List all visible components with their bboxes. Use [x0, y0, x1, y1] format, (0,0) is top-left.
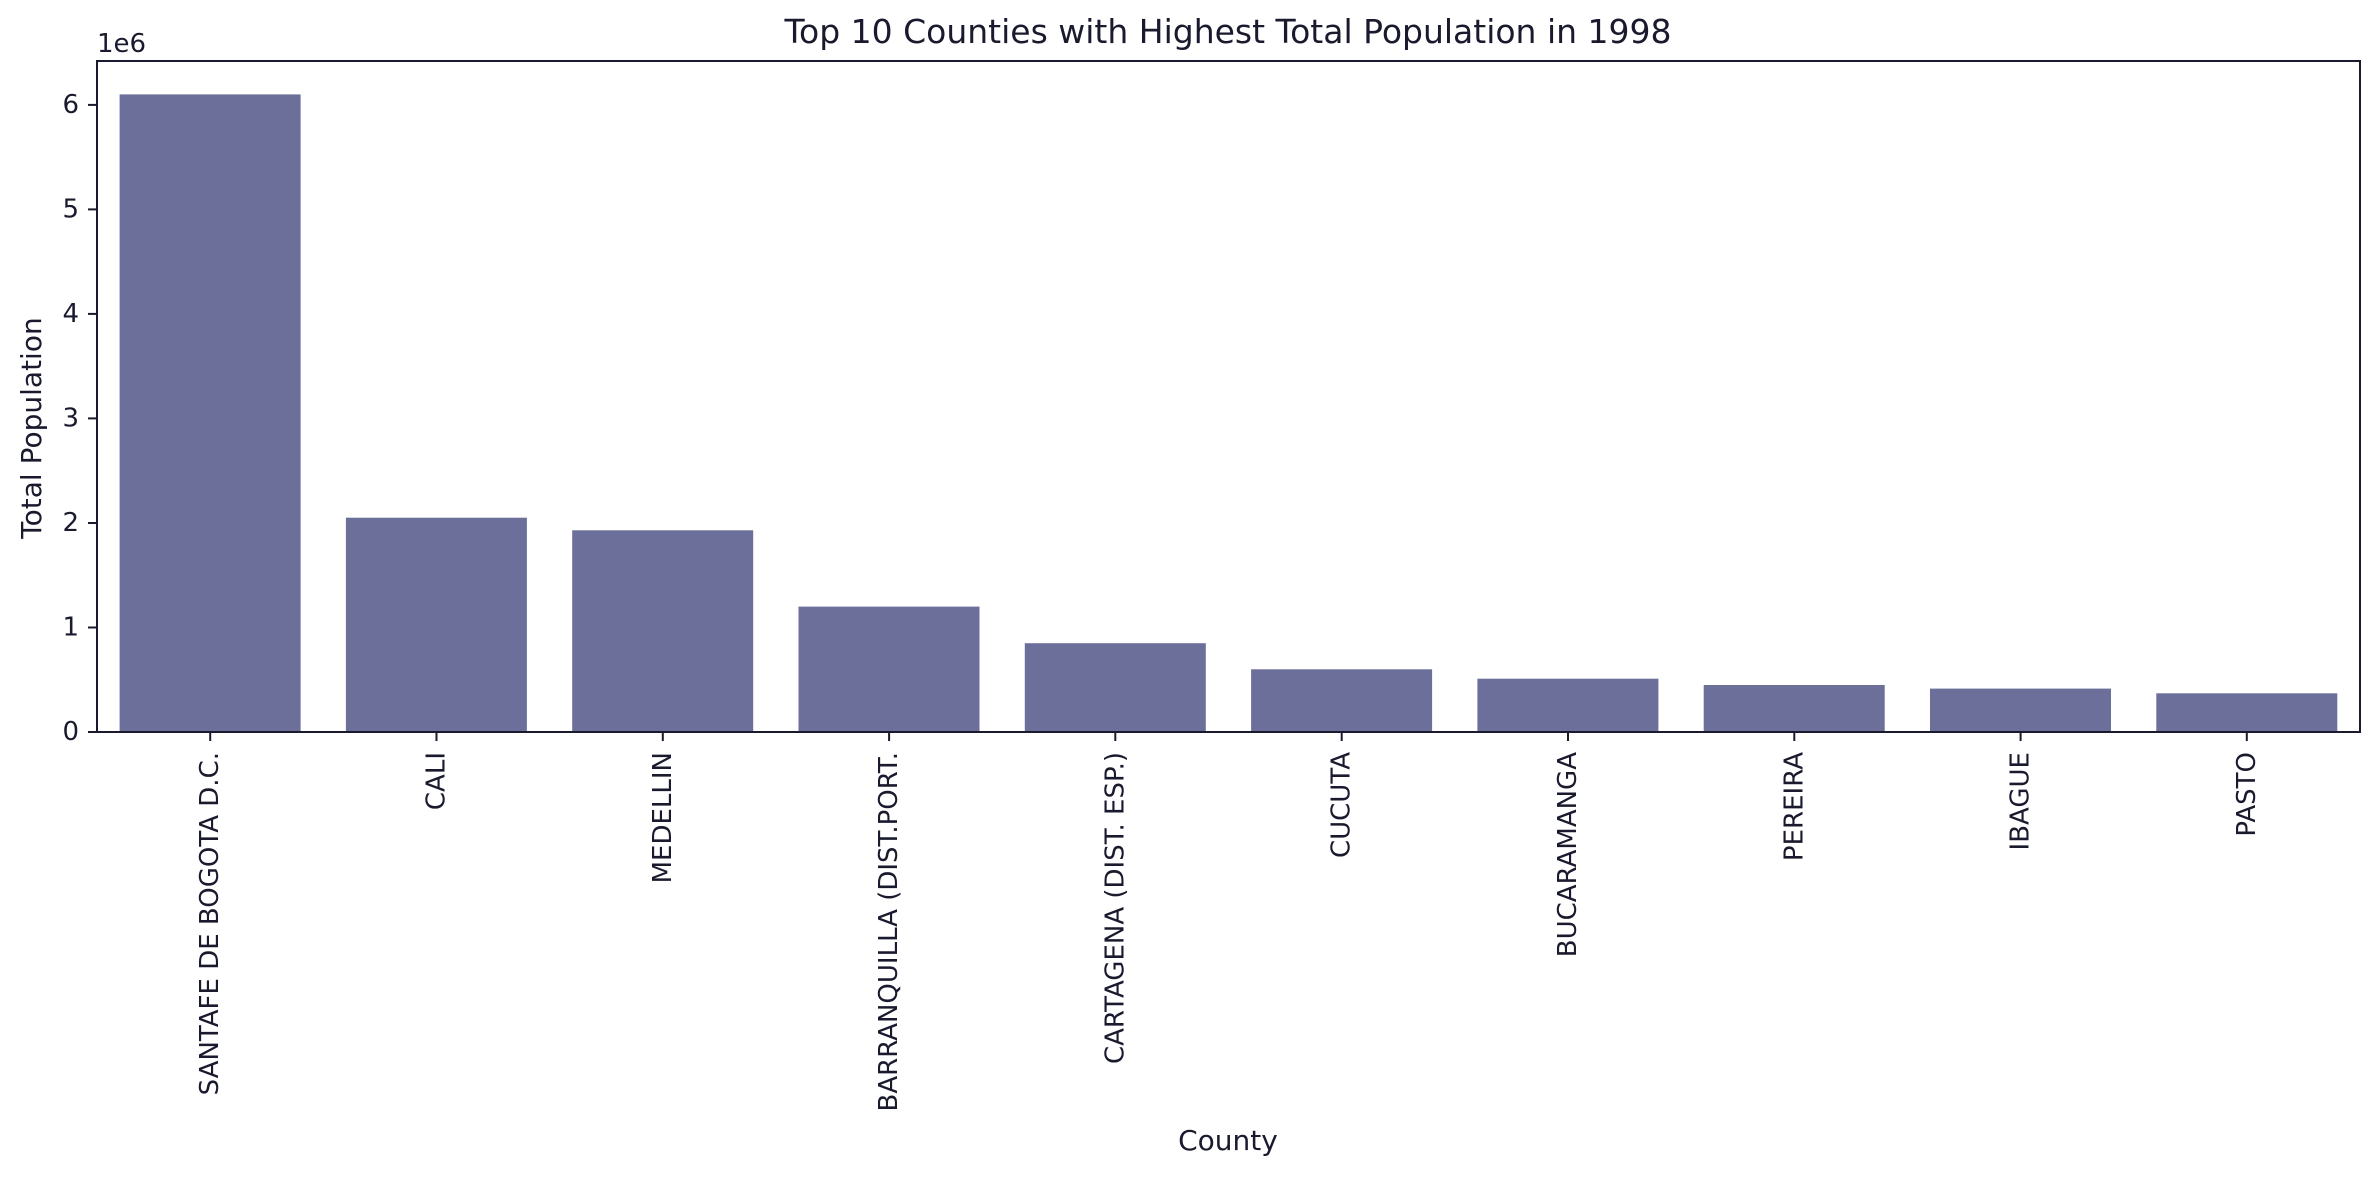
x-axis-ticks: SANTAFE DE BOGOTA D.C. CALI MEDELLIN BARRAN…: [195, 732, 2262, 1112]
bars-group: [119, 94, 2338, 732]
x-tick-label: PEREIRA: [1779, 752, 1809, 861]
x-tick-label: IBAGUE: [2006, 752, 2036, 850]
bar-1: [119, 94, 301, 732]
y-tick-label: 1: [62, 613, 79, 643]
bar-6: [1251, 669, 1433, 732]
x-axis-title: County: [1178, 1124, 1278, 1157]
x-tick-label: SANTAFE DE BOGOTA D.C.: [195, 752, 225, 1095]
y-tick-label: 0: [62, 717, 79, 747]
x-tick-label: BUCARAMANGA: [1553, 752, 1583, 957]
x-tick-label: MEDELLIN: [648, 752, 678, 883]
bar-9: [1930, 688, 2111, 732]
bar-4: [798, 606, 980, 732]
x-tick-label: PASTO: [2232, 752, 2262, 837]
x-tick-label: BARRANQUILLA (DIST.PORT.: [874, 752, 904, 1112]
y-tick-label: 6: [62, 90, 79, 120]
bar-5: [1024, 643, 1206, 732]
y-tick-label: 5: [62, 194, 79, 224]
bar-2: [345, 517, 527, 732]
x-tick-label: CUCUTA: [1327, 752, 1357, 858]
chart-title: Top 10 Counties with Highest Total Popul…: [783, 12, 1671, 51]
bar-8: [1703, 685, 1885, 732]
bar-3: [572, 530, 754, 732]
y-axis-ticks: 0 1 2 3 4 5 6: [62, 90, 97, 747]
bar-10: [2156, 693, 2338, 732]
x-tick-label: CALI: [422, 752, 452, 810]
x-tick-label: CARTAGENA (DIST. ESP.): [1100, 752, 1130, 1064]
y-axis-title: Total Population: [15, 317, 48, 539]
y-tick-label: 3: [62, 403, 79, 433]
bar-7: [1477, 678, 1659, 732]
y-tick-label: 4: [62, 299, 79, 329]
y-tick-label: 2: [62, 508, 79, 538]
plot-frame: [96, 60, 2361, 733]
y-axis-offset-label: 1e6: [97, 29, 146, 59]
